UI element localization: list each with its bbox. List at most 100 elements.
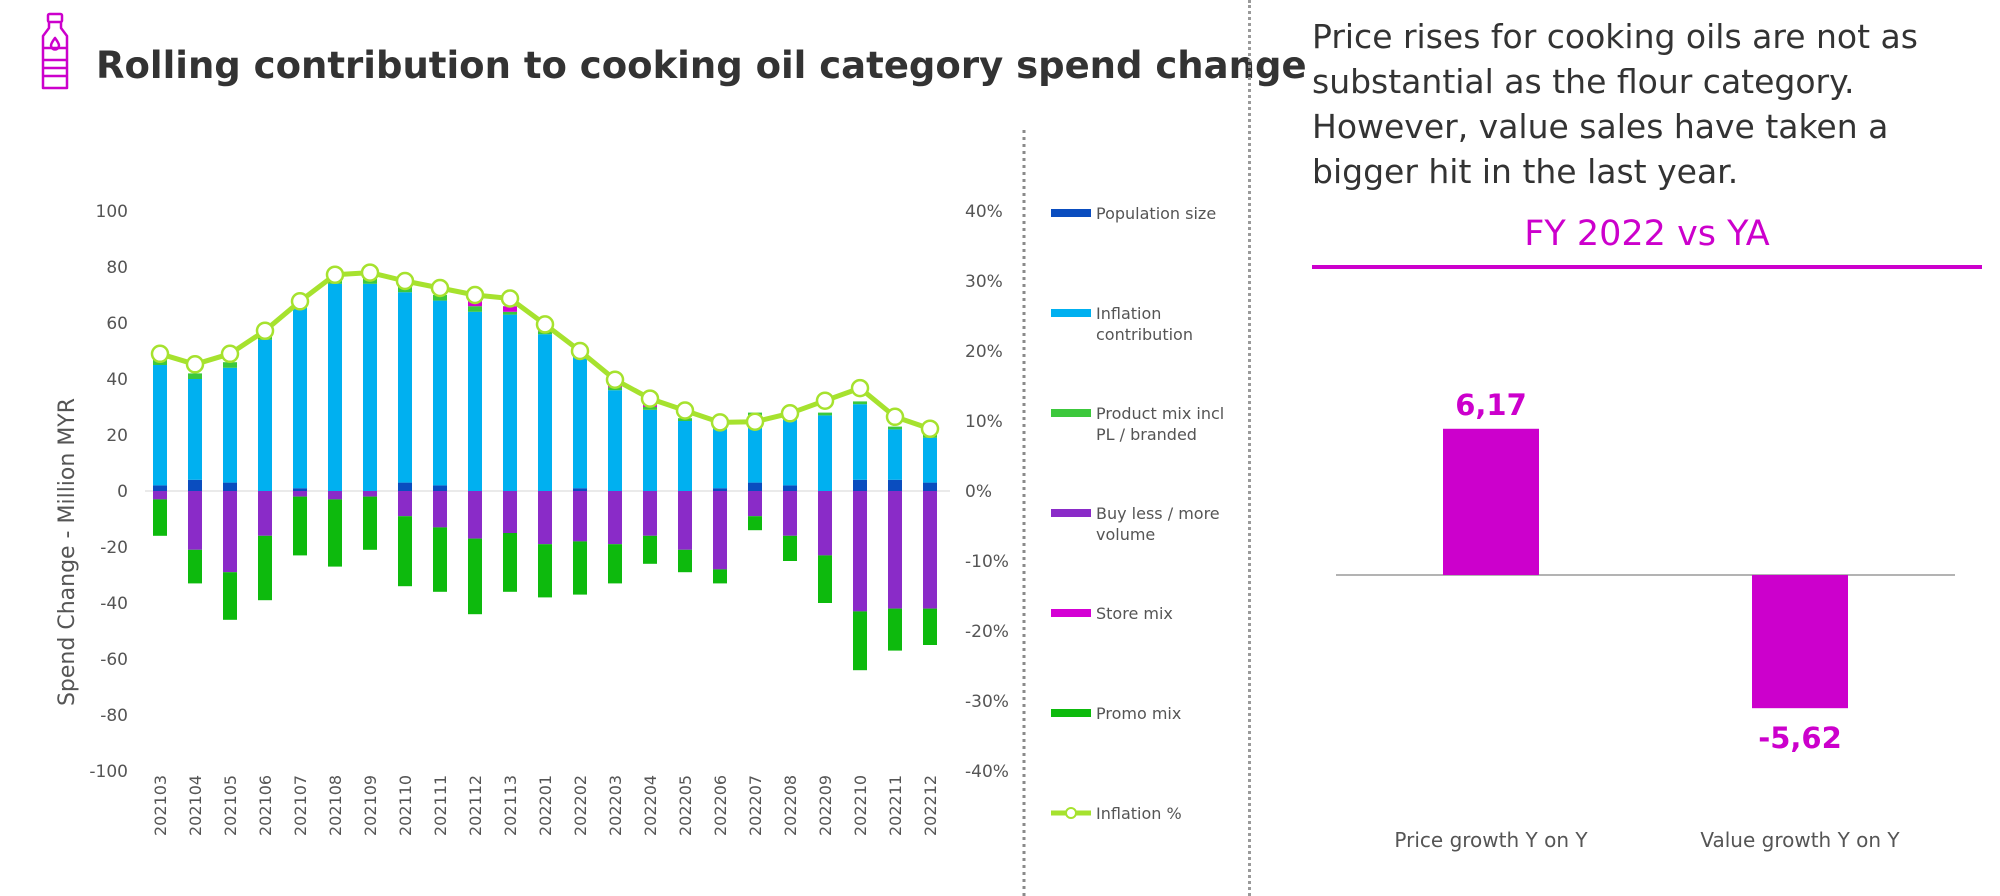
x-tick-label: 202210: [851, 775, 870, 836]
bar-inflation_contribution: [538, 334, 552, 491]
bar-buy_less_more: [538, 491, 552, 545]
bar-population: [188, 479, 202, 491]
bar-buy_less_more: [258, 491, 272, 536]
bar-inflation_contribution: [363, 283, 377, 491]
bar-promo_mix: [748, 516, 762, 531]
y2-tick-label: 20%: [965, 342, 1003, 362]
commentary-text: Price rises for cooking oils are not as …: [1312, 17, 1918, 191]
bar-buy_less_more: [748, 491, 762, 517]
legend-swatch-population: [1051, 209, 1091, 217]
bar-inflation_contribution: [188, 379, 202, 480]
bar-buy_less_more: [923, 491, 937, 609]
fy-bar: [1443, 428, 1539, 575]
bar-inflation_contribution: [608, 390, 622, 491]
bar-promo_mix: [643, 535, 657, 564]
bar-buy_less_more: [503, 491, 517, 533]
legend-label-store_mix: Store mix: [1096, 604, 1173, 623]
inflation-point: [255, 321, 275, 340]
inflation-point: [675, 401, 695, 420]
bar-inflation_contribution: [678, 421, 692, 491]
inflation-point: [430, 278, 450, 298]
x-tick-label: 202105: [221, 775, 240, 836]
bar-inflation_contribution: [153, 365, 167, 486]
legend-label-inflation_contribution: Inflation contribution: [1096, 304, 1193, 344]
inflation-point: [220, 344, 240, 364]
y2-tick-label: -30%: [965, 692, 1009, 712]
inflation-point: [815, 391, 835, 410]
bar-product_mix: [468, 306, 482, 312]
bar-product_mix: [433, 295, 447, 301]
y-tick-label: 80: [106, 258, 128, 278]
inflation-point: [535, 315, 555, 334]
y2-tick-label: 0%: [965, 482, 992, 502]
bar-promo_mix: [503, 533, 517, 592]
bar-population: [153, 485, 167, 491]
y-tick-label: -20: [100, 538, 128, 558]
bar-promo_mix: [923, 608, 937, 645]
inflation-point: [500, 289, 520, 308]
x-tick-label: 202204: [641, 775, 660, 836]
bar-population: [888, 479, 902, 491]
bar-promo_mix: [223, 572, 237, 620]
x-tick-label: 202113: [501, 775, 520, 836]
bar-inflation_contribution: [293, 303, 307, 489]
bar-product_mix: [503, 311, 517, 315]
bar-buy_less_more: [888, 491, 902, 609]
inflation-point: [325, 265, 345, 284]
x-tick-label: 202108: [326, 775, 345, 836]
bar-promo_mix: [258, 535, 272, 601]
bar-population: [433, 485, 447, 491]
bar-inflation_contribution: [433, 300, 447, 486]
y2-tick-label: 10%: [965, 412, 1003, 432]
inflation-point: [850, 378, 870, 398]
x-tick-label: 202201: [536, 775, 555, 836]
x-tick-label: 202209: [816, 775, 835, 836]
x-tick-label: 202112: [466, 775, 485, 836]
bar-buy_less_more: [573, 491, 587, 542]
bar-inflation_contribution: [713, 423, 727, 489]
inflation-point: [885, 407, 905, 427]
bar-buy_less_more: [643, 491, 657, 536]
bar-buy_less_more: [783, 491, 797, 536]
x-tick-label: 202109: [361, 775, 380, 836]
bar-promo_mix: [853, 611, 867, 671]
legend-swatch-buy_less_more: [1051, 509, 1091, 517]
bar-inflation_contribution: [818, 415, 832, 491]
bar-inflation_contribution: [398, 292, 412, 483]
bar-population: [713, 488, 727, 491]
bar-store_mix: [503, 306, 517, 312]
bar-population: [923, 482, 937, 491]
inflation-point: [185, 355, 205, 374]
x-tick-label: 202206: [711, 775, 730, 836]
bar-promo_mix: [468, 538, 482, 615]
bar-promo_mix: [573, 541, 587, 595]
inflation-point: [395, 271, 415, 291]
bar-promo_mix: [888, 608, 902, 651]
y-tick-label: 40: [106, 370, 128, 390]
inflation-point: [745, 412, 765, 431]
fy-value-label: -5,62: [1758, 721, 1842, 755]
inflation-point: [605, 370, 625, 389]
x-tick-label: 202211: [886, 775, 905, 836]
x-tick-label: 202110: [396, 775, 415, 836]
fy-title-rule: [1312, 265, 1982, 269]
bar-promo_mix: [363, 496, 377, 550]
legend-swatch-store_mix: [1051, 609, 1091, 617]
bar-product_mix: [853, 401, 867, 405]
x-tick-label: 202103: [151, 775, 170, 836]
y-tick-label: 60: [106, 314, 128, 334]
bar-buy_less_more: [398, 491, 412, 517]
bar-inflation_contribution: [328, 283, 342, 491]
legend-label-promo_mix: Promo mix: [1096, 704, 1181, 723]
legend-label-buy_less_more: Buy less / more volume: [1096, 504, 1220, 544]
bar-buy_less_more: [678, 491, 692, 550]
bar-population: [223, 482, 237, 491]
bar-promo_mix: [293, 496, 307, 556]
legend-swatch-product_mix: [1051, 409, 1091, 417]
bar-buy_less_more: [188, 491, 202, 550]
bar-inflation_contribution: [783, 415, 797, 486]
bar-promo_mix: [818, 555, 832, 603]
bar-inflation_contribution: [573, 353, 587, 489]
x-tick-label: 202212: [921, 775, 940, 836]
